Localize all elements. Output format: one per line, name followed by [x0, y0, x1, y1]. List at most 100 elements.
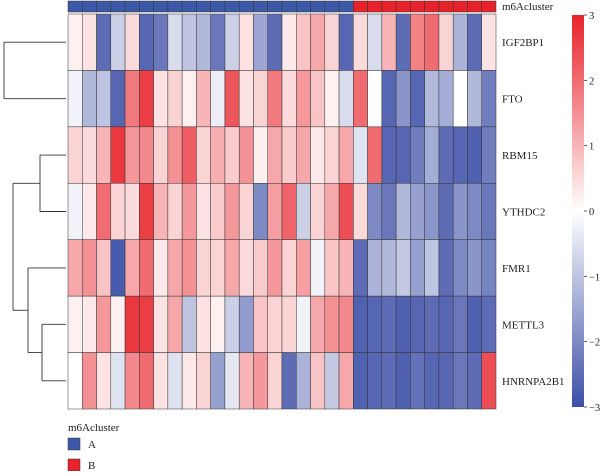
heatmap-cell	[481, 295, 497, 353]
heatmap-cell	[281, 13, 297, 71]
heatmap-cell	[296, 70, 311, 128]
heatmap-cell	[381, 13, 397, 71]
heatmap-cell	[139, 13, 154, 71]
heatmap-cell	[224, 295, 240, 353]
row-label: FMR1	[502, 263, 531, 275]
heatmap-cell	[281, 295, 297, 353]
heatmap-cell	[381, 126, 397, 184]
heatmap-cell	[381, 295, 397, 353]
annotation-cell	[296, 0, 311, 13]
heatmap-cell	[196, 295, 211, 353]
annotation-cell	[96, 0, 112, 13]
heatmap-cell	[224, 352, 240, 410]
cluster-annotation-bar	[67, 0, 497, 13]
heatmap-cell	[210, 126, 226, 184]
heatmap-cell	[410, 352, 425, 410]
annotation-cell	[452, 0, 468, 13]
heatmap-cell	[452, 239, 468, 297]
annotation-cell	[310, 0, 326, 13]
heatmap-cell	[381, 239, 397, 297]
heatmap-cell	[82, 183, 97, 240]
colorbar-tick-label: −3	[589, 403, 600, 414]
heatmap-cell	[338, 70, 354, 128]
heatmap-cell	[139, 70, 154, 128]
annotation-cell	[253, 0, 268, 13]
row-label: METTL3	[502, 319, 545, 331]
heatmap-cell	[424, 295, 440, 353]
heatmap-cell	[438, 295, 454, 353]
heatmap-cell	[395, 126, 411, 184]
heatmap-cell	[338, 13, 354, 71]
heatmap-cell	[238, 70, 254, 128]
heatmap-cell	[181, 352, 197, 410]
cluster-legend: m6Acluster AB	[67, 422, 120, 472]
heatmap-cell	[139, 295, 154, 353]
annotation-cell	[210, 0, 226, 13]
heatmap-cell	[353, 183, 368, 240]
row-label: YTHDC2	[502, 207, 545, 219]
heatmap-cell	[181, 295, 197, 353]
heatmap-cell	[481, 13, 497, 71]
heatmap-cell	[281, 239, 297, 297]
heatmap-cell	[238, 183, 254, 240]
heatmap-cell	[210, 239, 226, 297]
heatmap-cell	[467, 352, 482, 410]
heatmap-cell	[253, 183, 268, 240]
heatmap-cell	[82, 239, 97, 297]
heatmap-cell	[324, 126, 340, 184]
row-label: FTO	[502, 94, 523, 106]
annotation-cell	[167, 0, 183, 13]
heatmap-cell	[353, 295, 368, 353]
heatmap-cell	[67, 352, 83, 410]
heatmap-cell	[381, 352, 397, 410]
annotation-cell	[324, 0, 340, 13]
annotation-cell	[281, 0, 297, 13]
heatmap-cell	[324, 295, 340, 353]
heatmap-cell	[181, 126, 197, 184]
heatmap-cell	[153, 183, 169, 240]
heatmap-cell	[82, 352, 97, 410]
heatmap-cell	[124, 13, 140, 71]
heatmap-cell	[467, 239, 482, 297]
heatmap-cell	[153, 13, 169, 71]
heatmap-cell	[296, 13, 311, 71]
colorbar-tick-label: −2	[589, 338, 600, 349]
heatmap-cell	[96, 239, 112, 297]
colorbar-tick-label: −1	[589, 272, 600, 283]
heatmap-cell	[310, 183, 326, 240]
heatmap-cell	[210, 70, 226, 128]
heatmap-cell	[467, 126, 482, 184]
heatmap-cell	[424, 183, 440, 240]
colorbar-tick-label: 2	[589, 76, 594, 87]
heatmap-cell	[210, 352, 226, 410]
heatmap-cell	[438, 126, 454, 184]
heatmap-cell	[281, 126, 297, 184]
heatmap-cell	[438, 352, 454, 410]
heatmap-cell	[96, 126, 112, 184]
heatmap-cell	[267, 13, 283, 71]
heatmap-cell	[424, 70, 440, 128]
heatmap-cell	[410, 126, 425, 184]
heatmap-cell	[139, 183, 154, 240]
annotation-cell	[410, 0, 425, 13]
heatmap-cell	[238, 126, 254, 184]
legend-label: B	[88, 460, 95, 471]
heatmap-cell	[124, 126, 140, 184]
heatmap-cell	[267, 183, 283, 240]
heatmap-cell	[310, 352, 326, 410]
heatmap-cell	[124, 352, 140, 410]
annotation-cell	[467, 0, 482, 13]
heatmap-cell	[267, 126, 283, 184]
heatmap-cell	[110, 13, 126, 71]
heatmap-cell	[481, 239, 497, 297]
heatmap-cell	[424, 126, 440, 184]
heatmap-cell	[253, 126, 268, 184]
heatmap-cell	[410, 70, 425, 128]
heatmap-cell	[124, 183, 140, 240]
heatmap-cell	[367, 13, 383, 71]
annotation-cell	[124, 0, 140, 13]
heatmap-cell	[153, 239, 169, 297]
heatmap-cell	[467, 70, 482, 128]
annotation-cell	[82, 0, 97, 13]
